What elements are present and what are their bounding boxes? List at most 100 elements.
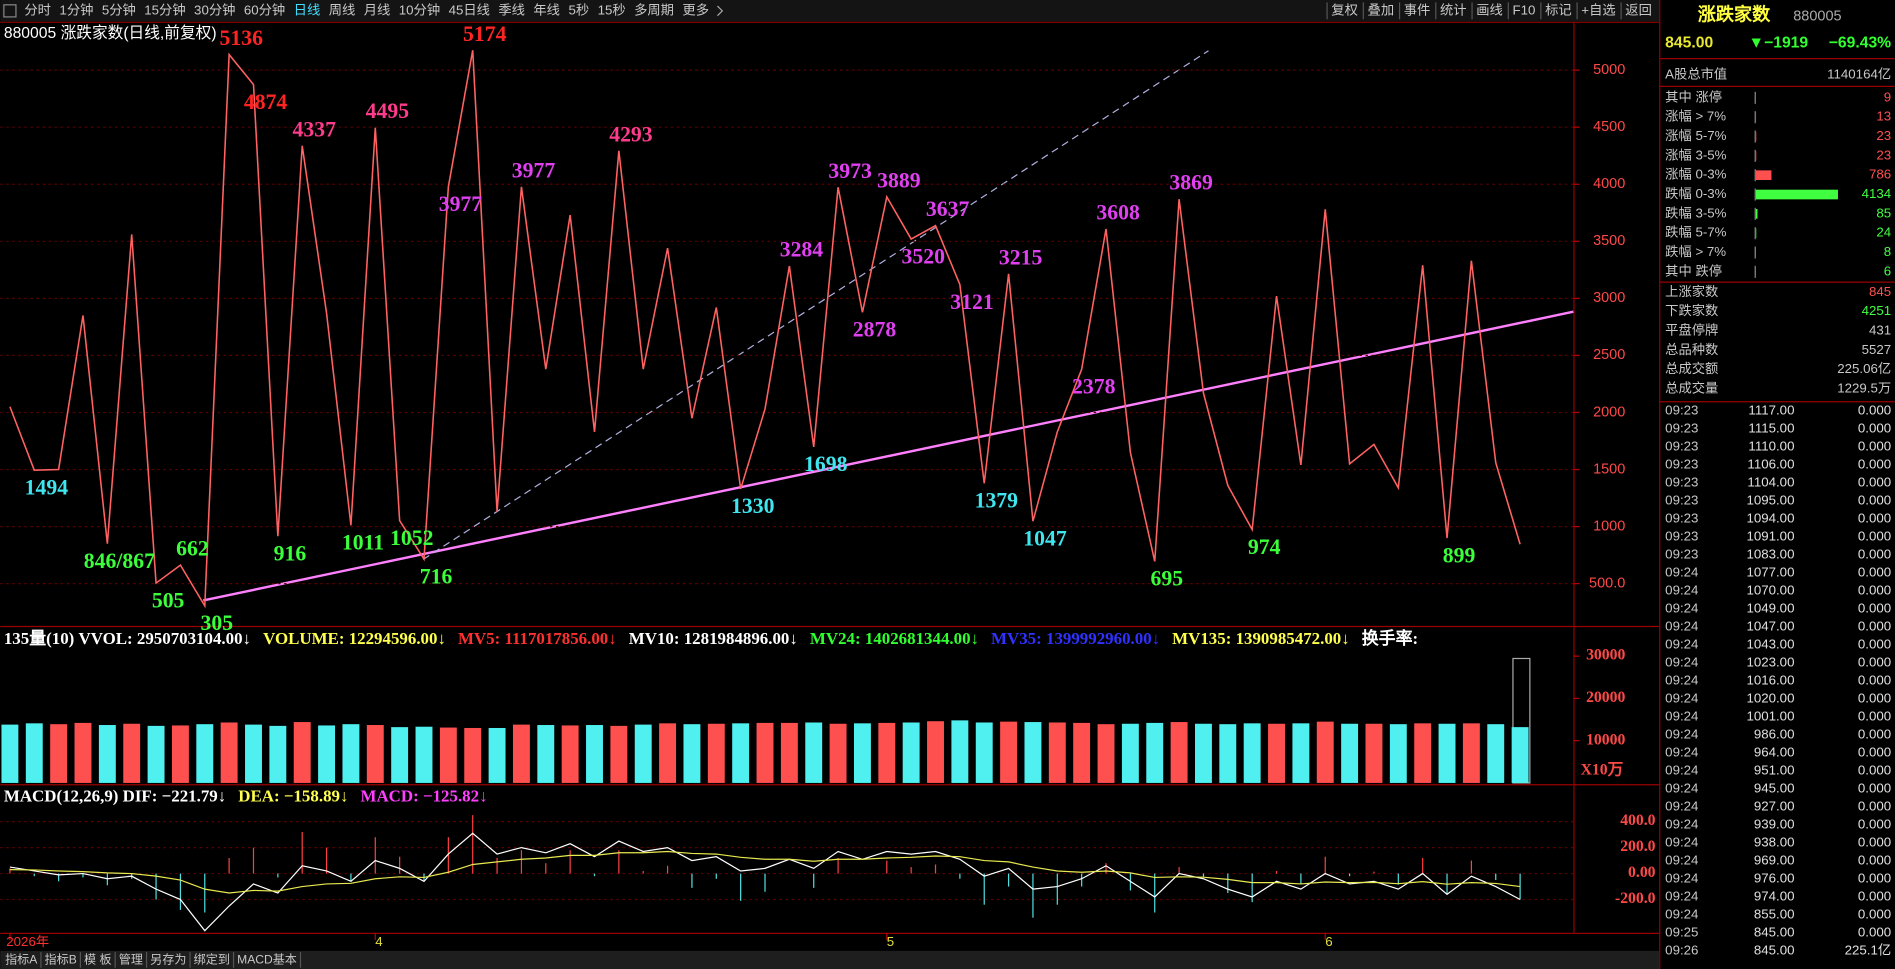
volume-bar [318,725,336,783]
toolbar-item[interactable]: 60分钟 [244,1,285,17]
toolbar-item[interactable]: 分时 [24,2,51,17]
tick-price: 1083.00 [1746,546,1794,561]
point-label: 3977 [439,192,483,216]
date-label: 5 [887,934,894,949]
toolbar-item[interactable]: +自选 [1581,2,1615,17]
macd-dea-line [9,850,1521,894]
toolbar-item[interactable]: 统计 [1440,2,1467,17]
tick-volume: 0.000 [1858,420,1891,435]
tick-volume: 0.000 [1858,780,1891,795]
tick-volume: 0.000 [1858,492,1891,507]
breadth-label: 涨幅 0-3% [1665,167,1726,182]
toolbar-item[interactable]: 月线 [364,2,391,17]
toolbar-item[interactable]: 叠加 [1368,2,1395,17]
point-label: 1011 [342,531,384,555]
volume-bar [1438,723,1456,783]
quote-code: 880005 [1793,9,1841,25]
volume-bar [634,724,652,783]
toolbar-item[interactable]: F10 [1513,2,1536,17]
volume-bar [537,725,555,783]
breadth-value: 4134 [1862,186,1892,201]
tab[interactable]: 绑定到 [194,952,230,967]
tab[interactable]: 另存为 [150,953,186,967]
y-tick-label: 1000 [1593,518,1625,534]
toolbar-icon[interactable] [3,4,17,18]
volume-bar [342,724,360,783]
macd-dif-line [9,832,1521,932]
macd-header: MACD: −125.82↓ [361,786,488,805]
toolbar-item[interactable]: 更多 [682,1,709,17]
point-label: 4874 [244,90,288,114]
tick-time: 09:26 [1665,942,1698,957]
breadth-label: 跌幅 5-7% [1665,225,1726,240]
toolbar-item[interactable]: 15分钟 [144,1,185,17]
toolbar-item[interactable]: 返回 [1625,2,1652,17]
y-tick-label: 4500 [1593,119,1625,135]
tabs-bg [0,950,1660,969]
breadth-label: 跌幅 > 7% [1665,244,1726,259]
toolbar-item[interactable]: 季线 [498,2,525,17]
tab[interactable]: 指标B [45,952,77,967]
volume-bar [366,725,384,783]
breadth-value: 9 [1884,89,1891,104]
point-label: 305 [201,611,234,635]
volume-bar [829,723,847,783]
point-label: 1698 [804,452,848,476]
volume-bar [1268,723,1285,783]
breadth-value: 13 [1876,109,1891,124]
toolbar-item[interactable]: 5秒 [568,2,589,17]
toolbar-item[interactable]: 10分钟 [399,1,440,17]
volume-bar [1487,724,1505,783]
breadth-bar [1755,170,1772,181]
toolbar-item[interactable]: 1分钟 [59,1,93,17]
tab[interactable]: 管理 [119,952,143,967]
volume-header: MV10: 1281984896.00↓ [629,629,798,648]
tick-price: 845.00 [1754,924,1795,939]
toolbar-item[interactable]: 年线 [533,2,560,17]
toolbar-item[interactable]: 画线 [1476,2,1503,17]
volume-bar [1414,723,1432,783]
breadth-label: 涨幅 3-5% [1665,147,1726,162]
tick-volume: 0.000 [1858,744,1891,759]
y-tick-label: 3500 [1593,233,1625,249]
volume-bar [1511,727,1529,783]
toolbar-item[interactable]: 30分钟 [194,1,235,17]
tab[interactable]: 模 板 [84,953,112,967]
tick-volume: 0.000 [1858,888,1891,903]
toolbar-item[interactable]: 复权 [1331,1,1358,17]
toolbar-item[interactable]: 周线 [329,2,356,17]
point-label: 846/867 [84,549,155,573]
y-tick-label: 2500 [1593,347,1625,363]
toolbar-item[interactable]: 日线 [294,2,321,17]
point-label: 3977 [512,158,556,182]
volume-bar [1219,724,1237,783]
tick-volume: 0.000 [1858,546,1891,561]
volume-bar [245,724,262,783]
chart-title: 880005 涨跌家数(日线,前复权) [4,24,217,42]
toolbar-item[interactable]: 事件 [1404,2,1431,17]
tick-time: 09:23 [1665,474,1698,489]
toolbar-item[interactable]: 45日线 [449,2,490,17]
tick-price: 969.00 [1754,852,1795,867]
volume-header: 135量(10) VVOL: 2950703104.00↓ [4,628,251,648]
tab[interactable]: 指标A [5,952,38,967]
volume-bar [1097,724,1115,783]
tick-price: 855.00 [1754,906,1795,921]
toolbar-item[interactable]: 标记 [1545,2,1572,17]
tick-volume: 0.000 [1858,870,1891,885]
volume-bar [780,722,798,783]
tab[interactable]: MACD基本 [237,953,297,967]
volume-bar [415,726,433,783]
tick-price: 1115.00 [1748,420,1794,435]
tick-price: 1001.00 [1746,708,1794,723]
tick-price: 1047.00 [1746,618,1794,633]
toolbar-item[interactable]: 15秒 [598,2,626,17]
tick-volume: 0.000 [1858,618,1891,633]
tick-volume: 0.000 [1858,816,1891,831]
toolbar-item[interactable]: 5分钟 [102,1,136,17]
toolbar-item[interactable]: 多周期 [634,1,674,17]
date-label: 4 [375,934,382,949]
tick-time: 09:23 [1665,546,1698,561]
tick-price: 945.00 [1754,780,1795,795]
